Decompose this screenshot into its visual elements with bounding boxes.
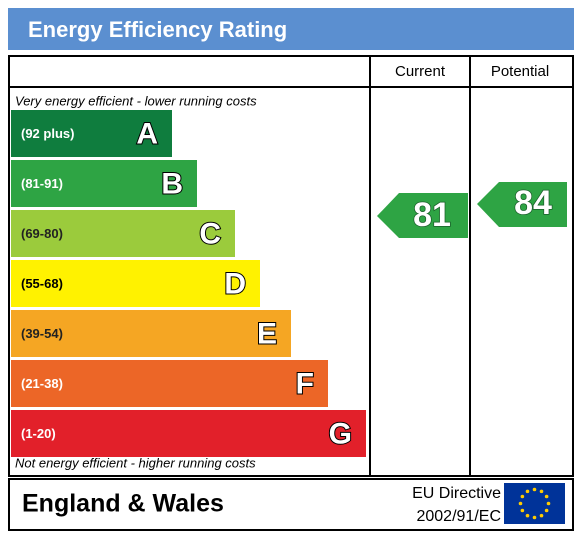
eu-stars [518,487,551,520]
band-letter: E [257,317,277,350]
bands: (92 plus) A (81-91) B (69-80) C (55-68) D (39-54… [11,110,366,457]
eu-star [546,501,551,506]
top-note: Very energy efficient - lower running co… [15,93,257,108]
band-range: (39-54) [21,326,63,341]
title-bar [8,8,574,50]
directive-code: 2002/91/EC [416,508,501,525]
eu-star [520,508,525,513]
title: Energy Efficiency Rating [28,17,287,42]
band-range: (21-38) [21,376,63,391]
current-score: 81 [413,196,451,234]
band-letter: D [224,267,246,300]
eu-star [539,513,544,518]
footer-frame [8,478,574,531]
band-letter: G [329,417,352,450]
band-bar [11,110,172,157]
eu-star [518,501,523,506]
band-letter: C [199,217,221,250]
band-range: (92 plus) [21,126,74,141]
eu-star [532,487,537,492]
directive: EU Directive [412,485,501,502]
band-range: (55-68) [21,276,63,291]
eu-star [544,494,549,499]
current-arrow [377,193,468,238]
band-letter: F [296,367,314,400]
band-bar [11,410,366,457]
region: England & Wales [22,490,224,518]
bottom-note: Not energy efficient - higher running co… [15,455,256,470]
band-letter: A [136,117,158,150]
main-frame [8,55,574,477]
band-range: (1-20) [21,426,56,441]
band-bar [11,310,291,357]
eu-star [525,489,530,494]
band-range: (69-80) [21,226,63,241]
potential-arrow [477,182,567,227]
eu-star [532,515,537,520]
band-range: (81-91) [21,176,63,191]
eu-star [539,489,544,494]
band-bar [11,160,197,207]
potential-score: 84 [514,184,552,222]
column-header: Potential [491,63,549,80]
eu-star [544,508,549,513]
eu-star [525,513,530,518]
band-bar [11,360,328,407]
band-bar [11,210,235,257]
band-bar [11,260,260,307]
column-header: Current [395,63,446,80]
band-letter: B [161,167,183,200]
eu-star [520,494,525,499]
